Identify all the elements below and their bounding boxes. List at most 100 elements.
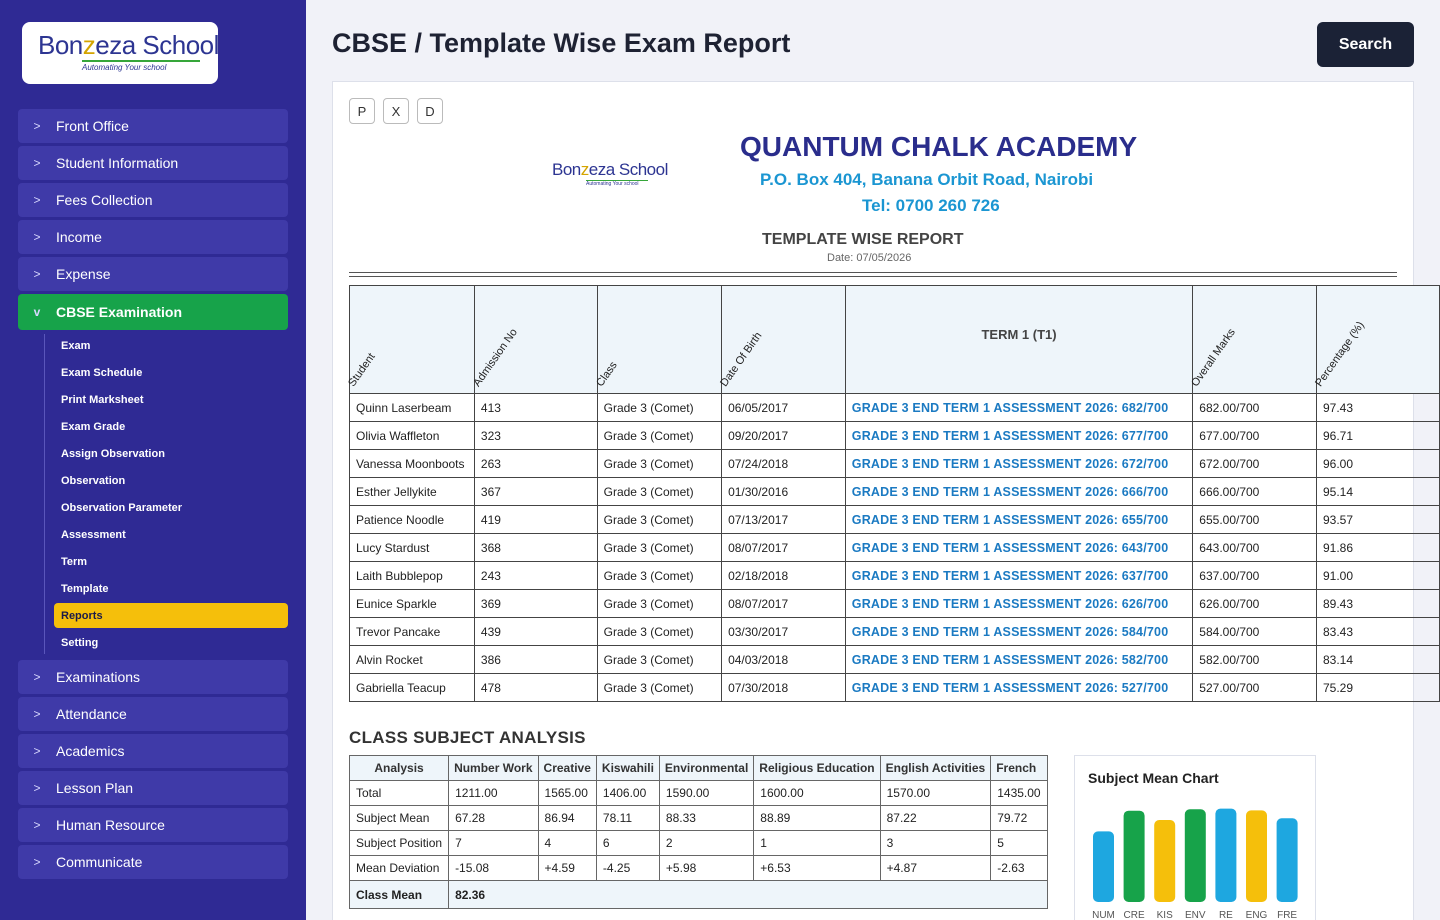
analysis-title: CLASS SUBJECT ANALYSIS bbox=[349, 728, 586, 747]
submenu-item-reports[interactable]: Reports bbox=[54, 603, 288, 628]
admission-no-cell: 369 bbox=[473, 589, 598, 618]
submenu-item-template[interactable]: Template bbox=[61, 582, 109, 595]
chart-title: Subject Mean Chart bbox=[1088, 770, 1219, 786]
sidebar-item-attendance[interactable]: > Attendance bbox=[18, 697, 288, 731]
term-result-cell[interactable]: GRADE 3 END TERM 1 ASSESSMENT 2026: 672/… bbox=[844, 449, 1194, 478]
analysis-row-label: Subject Position bbox=[348, 830, 450, 856]
submenu-item-term[interactable]: Term bbox=[61, 555, 88, 568]
analysis-cell: 1565.00 bbox=[537, 780, 597, 806]
term-result-cell[interactable]: GRADE 3 END TERM 1 ASSESSMENT 2026: 655/… bbox=[844, 505, 1194, 534]
sidebar-item-label: Academics bbox=[56, 743, 125, 759]
term-result-cell[interactable]: GRADE 3 END TERM 1 ASSESSMENT 2026: 666/… bbox=[844, 477, 1194, 506]
submenu-item-assign-observation[interactable]: Assign Observation bbox=[61, 447, 165, 460]
sidebar-item-academics[interactable]: > Academics bbox=[18, 734, 288, 768]
submenu-item-exam-grade[interactable]: Exam Grade bbox=[61, 420, 126, 433]
analysis-cell: 2 bbox=[658, 830, 755, 856]
term-result-cell[interactable]: GRADE 3 END TERM 1 ASSESSMENT 2026: 677/… bbox=[844, 421, 1194, 450]
sidebar-item-human-resource[interactable]: > Human Resource bbox=[18, 808, 288, 842]
student-cell: Alvin Rocket bbox=[349, 645, 475, 674]
report-date: Date: 07/05/2026 bbox=[827, 252, 912, 264]
submenu-item-assessment[interactable]: Assessment bbox=[61, 528, 126, 541]
subject-analysis-table: Analysis Number Work Creative Kiswahili Envi… bbox=[348, 755, 1048, 909]
sidebar-item-communicate[interactable]: > Communicate bbox=[18, 845, 288, 879]
term-result-cell[interactable]: GRADE 3 END TERM 1 ASSESSMENT 2026: 626/… bbox=[844, 589, 1194, 618]
analysis-row: Total 1211.00 1565.00 1406.00 1590.00 1600.00… bbox=[348, 780, 1048, 806]
student-cell: Patience Noodle bbox=[349, 505, 475, 534]
table-row: Alvin Rocket 386 Grade 3 (Comet) 04/03/2018… bbox=[349, 645, 1440, 674]
term-result-cell[interactable]: GRADE 3 END TERM 1 ASSESSMENT 2026: 682/… bbox=[844, 393, 1194, 422]
table-row: Quinn Laserbeam 413 Grade 3 (Comet) 06/05/2… bbox=[349, 393, 1440, 422]
submenu-item-exam[interactable]: Exam bbox=[61, 339, 91, 352]
class-cell: Grade 3 (Comet) bbox=[596, 645, 723, 674]
percentage-cell: 83.14 bbox=[1316, 645, 1440, 674]
analysis-cell: 88.33 bbox=[658, 805, 755, 831]
column-header-percentage: Percentage (%) bbox=[1313, 285, 1440, 394]
chevron-right-icon: > bbox=[33, 670, 41, 684]
sidebar-item-fees-collection[interactable]: > Fees Collection bbox=[18, 183, 288, 217]
submenu-item-observation[interactable]: Observation bbox=[61, 474, 126, 487]
class-mean-value: 82.36 bbox=[448, 880, 1048, 909]
school-name: QUANTUM CHALK ACADEMY bbox=[740, 131, 1138, 162]
excel-export-button[interactable]: X bbox=[383, 98, 409, 124]
admission-no-cell: 367 bbox=[473, 477, 598, 506]
sidebar-item-lesson-plan[interactable]: > Lesson Plan bbox=[18, 771, 288, 805]
column-header-overall-marks: Overall Marks bbox=[1189, 285, 1317, 394]
overall-marks-cell: 626.00/700 bbox=[1192, 589, 1317, 618]
dob-cell: 06/05/2017 bbox=[721, 393, 846, 422]
analysis-cell: +5.98 bbox=[658, 855, 755, 881]
page-title: CBSE / Template Wise Exam Report bbox=[332, 28, 791, 58]
sidebar-item-label: CBSE Examination bbox=[56, 304, 183, 320]
term-result-cell[interactable]: GRADE 3 END TERM 1 ASSESSMENT 2026: 582/… bbox=[844, 645, 1194, 674]
search-button[interactable]: Search bbox=[1317, 22, 1414, 67]
class-mean-row: Class Mean 82.36 bbox=[348, 880, 1048, 909]
student-cell: Esther Jellykite bbox=[349, 477, 475, 506]
student-cell: Vanessa Moonboots bbox=[349, 449, 475, 478]
analysis-row-label: Subject Mean bbox=[348, 805, 450, 831]
overall-marks-cell: 677.00/700 bbox=[1192, 421, 1317, 450]
submenu-item-observation-parameter[interactable]: Observation Parameter bbox=[61, 501, 183, 514]
sidebar-item-expense[interactable]: > Expense bbox=[18, 257, 288, 291]
sidebar-item-label: Examinations bbox=[56, 669, 141, 685]
sidebar-item-income[interactable]: > Income bbox=[18, 220, 288, 254]
admission-no-cell: 243 bbox=[473, 561, 598, 590]
class-cell: Grade 3 (Comet) bbox=[596, 393, 723, 422]
analysis-header-analysis: Analysis bbox=[348, 755, 450, 781]
analysis-cell: 1600.00 bbox=[753, 780, 881, 806]
overall-marks-cell: 527.00/700 bbox=[1192, 673, 1317, 702]
term-result-cell[interactable]: GRADE 3 END TERM 1 ASSESSMENT 2026: 637/… bbox=[844, 561, 1194, 590]
chevron-right-icon: > bbox=[33, 267, 41, 281]
report-title: TEMPLATE WISE REPORT bbox=[762, 231, 964, 248]
chevron-right-icon: > bbox=[33, 156, 41, 170]
submenu-item-setting[interactable]: Setting bbox=[61, 636, 99, 649]
percentage-cell: 91.86 bbox=[1316, 533, 1440, 562]
analysis-cell: 1435.00 bbox=[990, 780, 1048, 806]
term-result-cell[interactable]: GRADE 3 END TERM 1 ASSESSMENT 2026: 527/… bbox=[844, 673, 1194, 702]
sidebar-item-student-information[interactable]: > Student Information bbox=[18, 146, 288, 180]
sidebar-item-label: Lesson Plan bbox=[56, 780, 134, 796]
sidebar-item-examinations[interactable]: > Examinations bbox=[18, 660, 288, 694]
school-logo[interactable]: Bonzeza School Automating Your school bbox=[22, 22, 219, 84]
dob-cell: 07/13/2017 bbox=[721, 505, 846, 534]
sidebar-item-cbse-examination[interactable]: v CBSE Examination bbox=[18, 294, 288, 330]
chart-bar-eng bbox=[1246, 810, 1267, 902]
print-button[interactable]: P bbox=[349, 98, 375, 124]
download-button[interactable]: D bbox=[417, 98, 443, 124]
report-logo: Bonzeza School bbox=[552, 160, 668, 179]
submenu-item-print-marksheet[interactable]: Print Marksheet bbox=[61, 393, 144, 406]
percentage-cell: 93.57 bbox=[1316, 505, 1440, 534]
sidebar-item-label: Expense bbox=[56, 266, 111, 282]
analysis-cell: +4.59 bbox=[537, 855, 597, 881]
student-cell: Quinn Laserbeam bbox=[349, 393, 475, 422]
analysis-row-label: Total bbox=[348, 780, 450, 806]
school-address: P.O. Box 404, Banana Orbit Road, Nairobi bbox=[760, 170, 1094, 189]
analysis-cell: 1570.00 bbox=[879, 780, 992, 806]
term-result-cell[interactable]: GRADE 3 END TERM 1 ASSESSMENT 2026: 643/… bbox=[844, 533, 1194, 562]
sidebar-item-front-office[interactable]: > Front Office bbox=[18, 109, 288, 143]
table-row: Gabriella Teacup 478 Grade 3 (Comet) 07/30/… bbox=[349, 673, 1440, 702]
chart-tick-label: FRE bbox=[1277, 910, 1297, 920]
submenu-item-exam-schedule[interactable]: Exam Schedule bbox=[61, 366, 143, 379]
table-row: Esther Jellykite 367 Grade 3 (Comet) 01/30/… bbox=[349, 477, 1440, 506]
table-row: Olivia Waffleton 323 Grade 3 (Comet) 09/20/… bbox=[349, 421, 1440, 450]
term-result-cell[interactable]: GRADE 3 END TERM 1 ASSESSMENT 2026: 584/… bbox=[844, 617, 1194, 646]
column-header-class: Class bbox=[594, 285, 723, 394]
